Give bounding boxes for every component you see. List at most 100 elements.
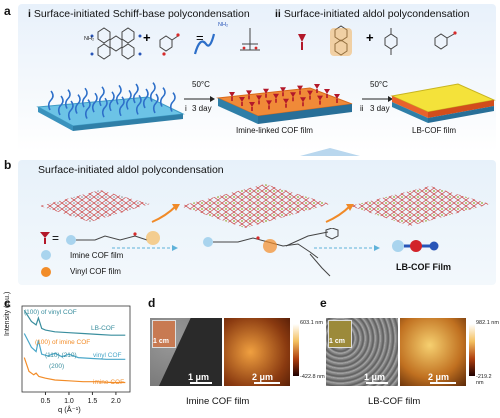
- amine-dot: [138, 52, 142, 56]
- aldol-monomer: [334, 25, 348, 56]
- lb-afm-scalebar: [430, 382, 456, 384]
- imine-film-side: [218, 98, 258, 124]
- substrate-with-linkers: [36, 82, 185, 131]
- series-line-vinyl-cof: [23, 333, 126, 360]
- lb-caption: LB-COF film: [368, 396, 421, 407]
- amine-dot: [90, 52, 94, 56]
- arrow2-step: ii: [360, 104, 364, 113]
- imine-cbar-max: 603.1 nm: [300, 320, 323, 326]
- vinyl-lattice: [180, 184, 330, 228]
- plot-frame: [21, 305, 131, 393]
- linker-strand: [135, 94, 142, 115]
- series-layer: [23, 309, 126, 384]
- imine-afm-scale: 2 μm: [252, 372, 274, 382]
- step-i-title: Surface-initiated Schiff-base polyconden…: [33, 8, 250, 20]
- lb-afm-image: 2 μm: [400, 318, 466, 386]
- legend-imine-label: Imine COF film: [70, 251, 124, 260]
- red-anchor: [263, 88, 269, 98]
- film2-label: LB-COF film: [412, 126, 456, 135]
- red-anchor: [307, 90, 313, 100]
- linker-strand: [108, 91, 115, 112]
- red-anchor: [273, 93, 279, 103]
- annot-imine-100: (100) of imine COF: [35, 339, 91, 346]
- monomer-sketches: [90, 25, 457, 60]
- linker-strand: [132, 83, 139, 104]
- lb-film-orange-front: [428, 100, 494, 118]
- panel-b-letter: b: [4, 158, 12, 172]
- imine-inset-scale: 1 cm: [153, 338, 169, 345]
- y-axis-label: Intensity (a.u.): [4, 291, 11, 336]
- linker-chain-1: [66, 231, 160, 245]
- arrow1-temp: 50°C: [192, 80, 210, 89]
- lb-sem-image: 1 cm 1 μm: [326, 318, 398, 386]
- red-anchor: [324, 89, 330, 98]
- arrow1: [184, 96, 215, 102]
- step-i-roman: i: [28, 8, 31, 20]
- lb-cbar-max: 982.1 nm: [476, 320, 499, 326]
- dashed-arrow-2: [314, 245, 380, 251]
- product-label: LB-COF Film: [396, 262, 451, 272]
- annot-200: (200): [49, 363, 65, 370]
- benzaldehyde-monomer: [434, 33, 455, 50]
- linker-strand: [81, 87, 88, 108]
- lattice-sketches: [40, 184, 490, 228]
- x-tick-label: 2.0: [111, 398, 121, 405]
- legend-vinyl-label: Vinyl COF film: [70, 267, 121, 276]
- imine-afm-scalebar: [254, 382, 280, 384]
- series-label-vinyl: vinyl COF: [93, 352, 122, 359]
- imine-afm-image: 2 μm: [224, 318, 290, 386]
- linker-strand: [142, 88, 149, 109]
- xrd-chart: 0.5 1.0 1.5 2.0: [21, 305, 131, 405]
- linker-strand: [47, 90, 54, 111]
- series-label-imine: imine COF: [93, 379, 125, 386]
- panel-b-title: Surface-initiated aldol polycondensation: [38, 164, 224, 176]
- linker-strand: [98, 86, 105, 107]
- plus-sign: +: [143, 30, 151, 45]
- tetraamine-monomer: [97, 27, 135, 60]
- lb-sem-scalebar: [366, 382, 388, 384]
- lb-lattice: [350, 186, 490, 226]
- plus-sign-2: +: [366, 30, 374, 45]
- imine-sem-scalebar: [190, 382, 212, 384]
- step-ii-header: ii Surface-initiated aldol polycondensati…: [275, 8, 469, 20]
- amine-dot: [138, 34, 142, 38]
- linker-strand: [149, 82, 156, 102]
- dashed-arrow-1: [112, 245, 178, 251]
- lb-colorbar: [469, 324, 475, 376]
- lb-sem-scale: 1 μm: [364, 372, 386, 382]
- oxygen-dot: [254, 46, 258, 50]
- linker-strand: [84, 99, 91, 119]
- imine-sem-scale: 1 μm: [188, 372, 210, 382]
- series-line-imine-cof: [23, 357, 126, 384]
- imine-lattice: [40, 190, 150, 222]
- red-anchor: [249, 102, 255, 111]
- linker-strand: [125, 89, 132, 110]
- red-anchor: [229, 92, 235, 101]
- linker-strand: [159, 87, 166, 107]
- red-anchor: [246, 90, 252, 100]
- linker-symbol: [193, 33, 216, 55]
- panel-d-letter: d: [148, 296, 156, 310]
- red-anchor: [256, 95, 262, 105]
- annot-vinyl-100: (100) of vinyl COF: [24, 309, 77, 316]
- step-ii-title: Surface-initiated aldol polycondensation: [283, 8, 470, 20]
- lb-film-substrate-front: [428, 106, 494, 123]
- linker-strand: [57, 95, 64, 116]
- arrow1-time: 3 day: [192, 104, 212, 113]
- lb-cbar-min: -219.2 nm: [476, 374, 492, 386]
- lb-product-icon: [392, 240, 439, 252]
- imine-film-front: [258, 104, 352, 124]
- arrow2-time: 3 day: [370, 104, 390, 113]
- imine-cbar-min: -422.8 nm: [300, 374, 325, 380]
- curved-arrow-2-head: [346, 204, 354, 211]
- aldehyde-monomer: [159, 35, 179, 52]
- linker-strand: [152, 93, 159, 114]
- red-anchor-array: [229, 84, 340, 111]
- red-anchor: [290, 92, 296, 102]
- legend-equals: =: [52, 231, 60, 245]
- red-anchor: [334, 94, 340, 103]
- linker-strand: [169, 92, 176, 112]
- imine-film-photo-inset: [152, 320, 176, 348]
- linker-strand: [64, 89, 71, 109]
- x-axis-label: q (Å⁻¹): [58, 405, 81, 414]
